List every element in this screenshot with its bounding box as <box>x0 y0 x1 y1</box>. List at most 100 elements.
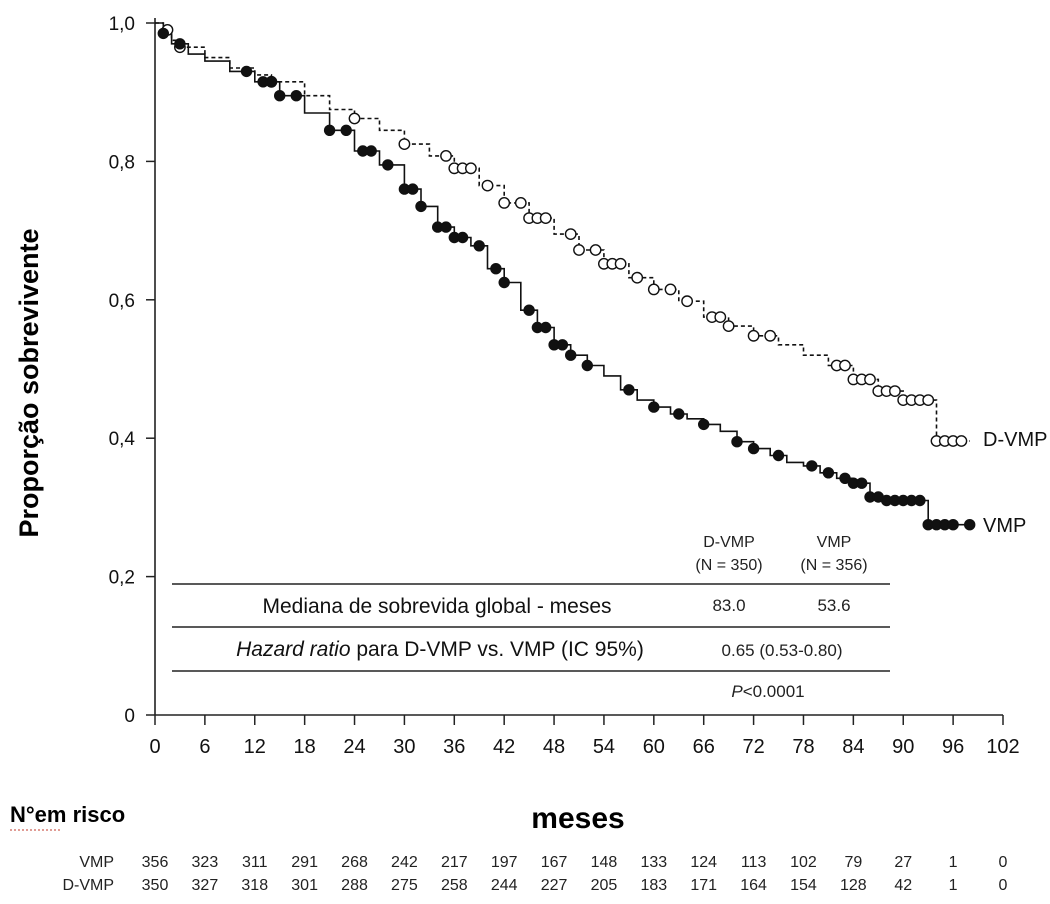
x-tick-label: 0 <box>149 736 160 758</box>
risk-cell-d-vmp: 154 <box>790 877 817 894</box>
censor-marker-d-vmp <box>955 435 968 447</box>
censor-marker-d-vmp <box>714 311 727 323</box>
censor-marker-d-vmp <box>864 373 876 386</box>
risk-cell-d-vmp: 301 <box>291 877 318 894</box>
risk-cell-vmp: 1 <box>949 854 958 871</box>
censor-markers <box>157 24 976 531</box>
censor-marker-d-vmp <box>440 149 452 162</box>
censor-marker-vmp <box>648 401 660 413</box>
risk-cell-d-vmp: 350 <box>142 877 169 894</box>
risk-cell-vmp: 167 <box>541 854 568 871</box>
censor-marker-d-vmp <box>398 138 411 151</box>
x-tick-label: 72 <box>742 736 764 758</box>
table-header-d-vmp-n: (N = 350) <box>695 557 762 574</box>
x-tick-label: 66 <box>693 736 715 758</box>
censor-marker-d-vmp <box>573 244 585 256</box>
censor-marker-vmp <box>540 321 552 334</box>
censor-marker-d-vmp <box>464 162 477 175</box>
censor-marker-vmp <box>806 460 818 472</box>
censor-marker-vmp <box>498 276 510 289</box>
risk-cell-d-vmp: 318 <box>241 877 268 894</box>
risk-table: N°em risco VMP D-VMP 356 323 311 291 268 242 2… <box>10 802 1008 894</box>
series-label-d-vmp: D-VMP <box>983 429 1047 451</box>
censor-marker-vmp <box>407 183 419 195</box>
censor-marker-vmp <box>772 449 785 462</box>
censor-marker-d-vmp <box>614 257 627 270</box>
median-os-label: Mediana de sobrevida global - meses <box>262 595 611 618</box>
risk-cell-vmp: 323 <box>192 854 219 871</box>
risk-table-title: N°em risco <box>10 802 125 827</box>
risk-cell-d-vmp: 1 <box>949 877 958 894</box>
censor-marker-vmp <box>274 89 286 102</box>
p-value: P<0.0001 <box>731 682 804 701</box>
censor-marker-vmp <box>964 519 976 531</box>
hazard-ratio-value: 0.65 (0.53-0.80) <box>722 641 843 660</box>
censor-marker-vmp <box>340 124 352 137</box>
censor-marker-vmp <box>490 263 502 275</box>
censor-marker-vmp <box>365 145 377 157</box>
risk-cell-vmp: 217 <box>441 854 468 871</box>
x-tick-label: 78 <box>792 736 814 758</box>
censor-marker-vmp <box>174 38 186 50</box>
censor-marker-vmp <box>157 27 170 40</box>
censor-marker-vmp <box>839 472 851 484</box>
risk-cell-vmp: 311 <box>242 854 268 871</box>
y-tick-label: 0,8 <box>109 152 135 173</box>
censor-marker-d-vmp <box>564 228 577 241</box>
y-ticks: 0 0,2 0,4 0,6 0,8 1,0 <box>109 14 155 727</box>
median-os-d-vmp: 83.0 <box>712 596 745 615</box>
censor-marker-d-vmp <box>664 283 677 296</box>
risk-row-label-d-vmp: D-VMP <box>62 877 114 894</box>
risk-cell-vmp: 79 <box>844 854 862 871</box>
x-tick-label: 24 <box>343 736 365 758</box>
risk-cell-vmp: 197 <box>491 854 518 871</box>
table-header-vmp: VMP <box>817 534 852 551</box>
y-tick-label: 0,2 <box>109 568 135 589</box>
risk-cell-d-vmp: 42 <box>894 877 912 894</box>
censor-marker-d-vmp <box>747 329 760 342</box>
censor-marker-d-vmp <box>922 394 935 406</box>
censor-marker-d-vmp <box>498 196 511 209</box>
risk-cell-d-vmp: 244 <box>491 877 518 894</box>
risk-cell-vmp: 291 <box>291 854 318 871</box>
table-header-vmp-n: (N = 356) <box>800 557 867 574</box>
x-tick-label: 102 <box>986 736 1019 758</box>
censor-marker-d-vmp <box>589 244 602 256</box>
risk-cell-vmp: 124 <box>690 854 717 871</box>
risk-cell-d-vmp: 205 <box>591 877 618 894</box>
censor-marker-d-vmp <box>481 179 494 192</box>
risk-cell-vmp: 242 <box>391 854 418 871</box>
hazard-ratio-label: Hazard ratio para D-VMP vs. VMP (IC 95%) <box>236 638 644 661</box>
censor-marker-vmp <box>440 221 452 233</box>
censor-marker-vmp <box>581 359 593 372</box>
y-tick-label: 0,4 <box>109 429 136 450</box>
risk-cell-d-vmp: 327 <box>192 877 219 894</box>
censor-marker-d-vmp <box>889 385 901 397</box>
x-tick-label: 6 <box>199 736 210 758</box>
censor-marker-vmp <box>523 304 535 316</box>
censor-marker-vmp <box>556 339 569 351</box>
risk-cell-vmp: 356 <box>142 854 169 871</box>
censor-marker-d-vmp <box>647 283 660 296</box>
y-tick-label: 0,6 <box>109 291 135 312</box>
x-tick-label: 60 <box>643 736 665 758</box>
risk-cell-d-vmp: 0 <box>999 877 1008 894</box>
censor-marker-vmp <box>731 436 743 448</box>
risk-cell-d-vmp: 164 <box>740 877 767 894</box>
risk-cell-d-vmp: 227 <box>541 877 568 894</box>
risk-cell-d-vmp: 183 <box>640 877 667 894</box>
x-tick-label: 42 <box>493 736 515 758</box>
risk-cell-vmp: 0 <box>999 854 1008 871</box>
p-value-rest: <0.0001 <box>743 682 805 701</box>
hazard-ratio-label-rest: para D-VMP vs. VMP (IC 95%) <box>351 638 644 661</box>
hazard-ratio-label-italic: Hazard ratio <box>236 638 351 661</box>
risk-cell-d-vmp: 258 <box>441 877 468 894</box>
censor-marker-vmp <box>565 349 577 361</box>
censor-marker-d-vmp <box>681 295 693 308</box>
risk-cell-d-vmp: 128 <box>840 877 867 894</box>
x-tick-label: 84 <box>842 736 864 758</box>
censor-marker-d-vmp <box>764 329 777 342</box>
censor-marker-vmp <box>240 65 253 78</box>
x-tick-label: 48 <box>543 736 565 758</box>
